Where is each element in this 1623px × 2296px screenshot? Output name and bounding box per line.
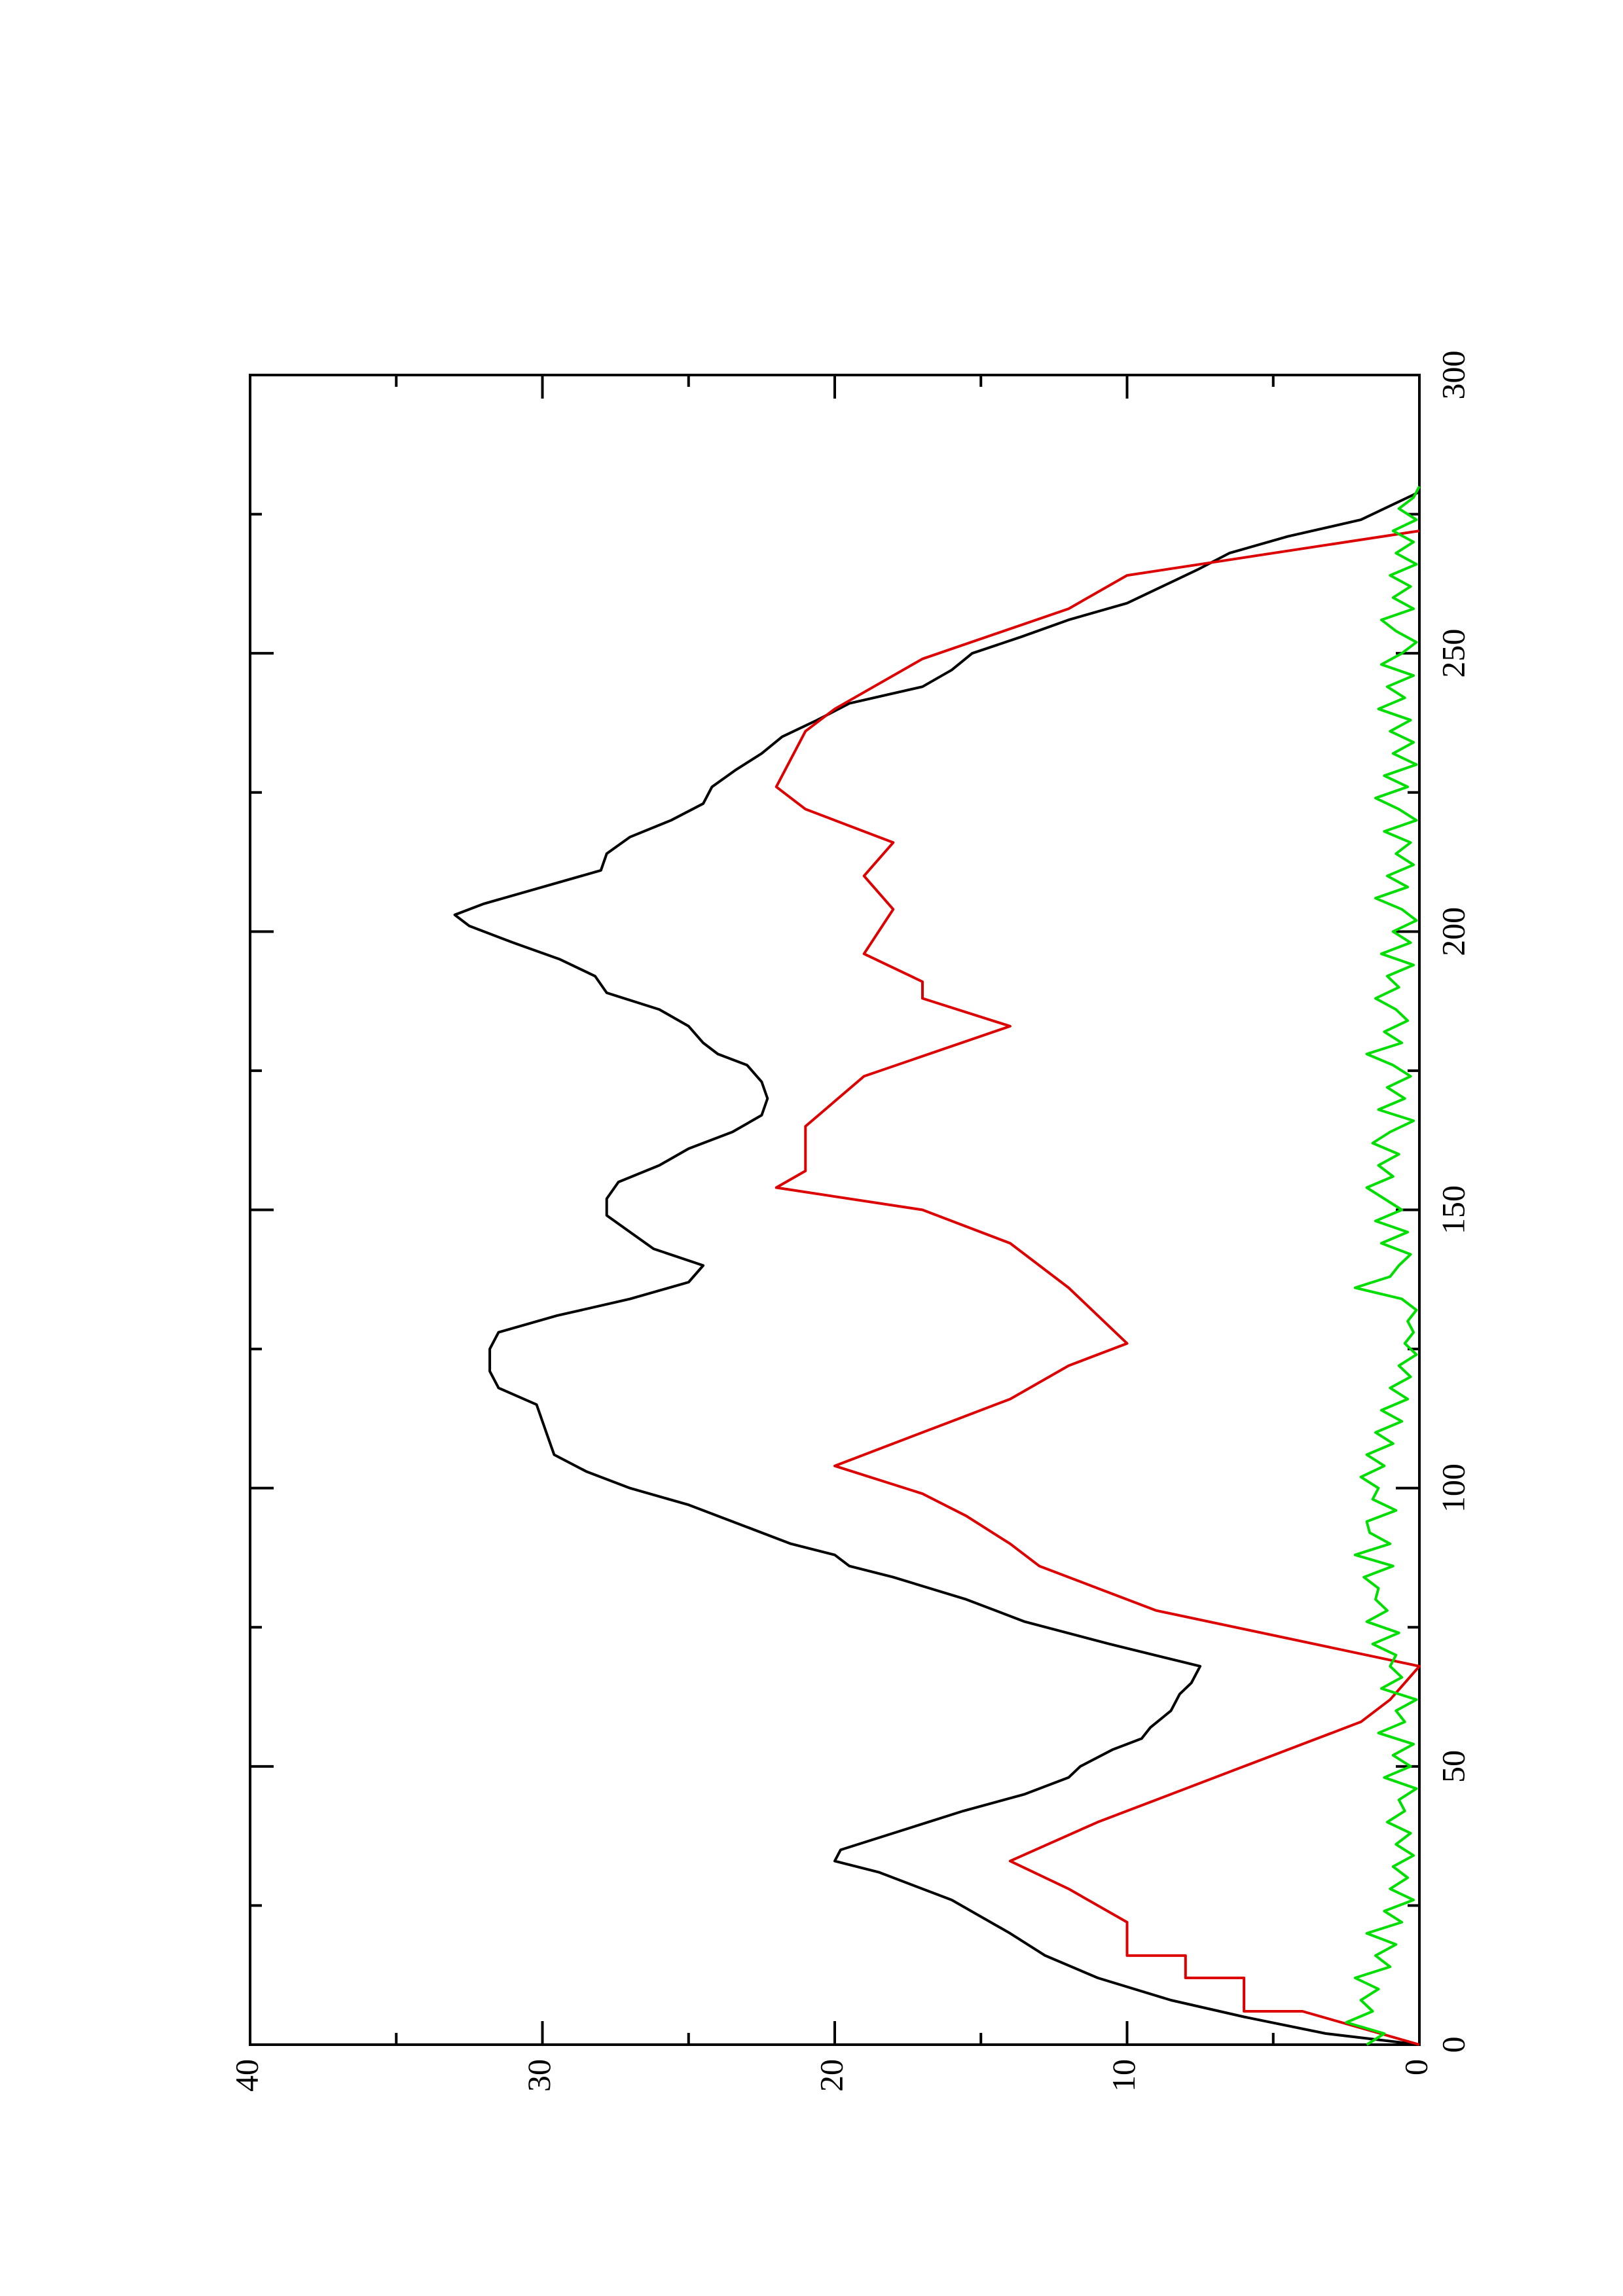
- y-tick-label: 30: [520, 2059, 557, 2092]
- x-tick-label: 200: [1434, 907, 1471, 956]
- series-layer: [453, 486, 1421, 2046]
- x-tick-label: 50: [1434, 1750, 1471, 1783]
- y-tick-label: 10: [1105, 2059, 1142, 2092]
- x-tick-label: 0: [1434, 2037, 1471, 2053]
- plot-frame: [249, 374, 1421, 2046]
- y-tick-label: 0: [1397, 2059, 1434, 2075]
- x-tick-label: 150: [1434, 1185, 1471, 1234]
- x-tick-label: 250: [1434, 629, 1471, 678]
- series-line-1: [453, 490, 1420, 2046]
- tick-labels: 0 50 100 150 200 250 300 0 10 20 30 40: [228, 351, 1471, 2092]
- x-tick-label: 300: [1434, 351, 1471, 400]
- series-line-3: [1345, 486, 1421, 2046]
- x-tick-label: 100: [1434, 1463, 1471, 1513]
- y-tick-label: 20: [812, 2059, 849, 2092]
- axis-ticks: [249, 374, 1421, 2046]
- y-tick-label: 40: [228, 2059, 264, 2092]
- series-line-2: [775, 529, 1421, 2046]
